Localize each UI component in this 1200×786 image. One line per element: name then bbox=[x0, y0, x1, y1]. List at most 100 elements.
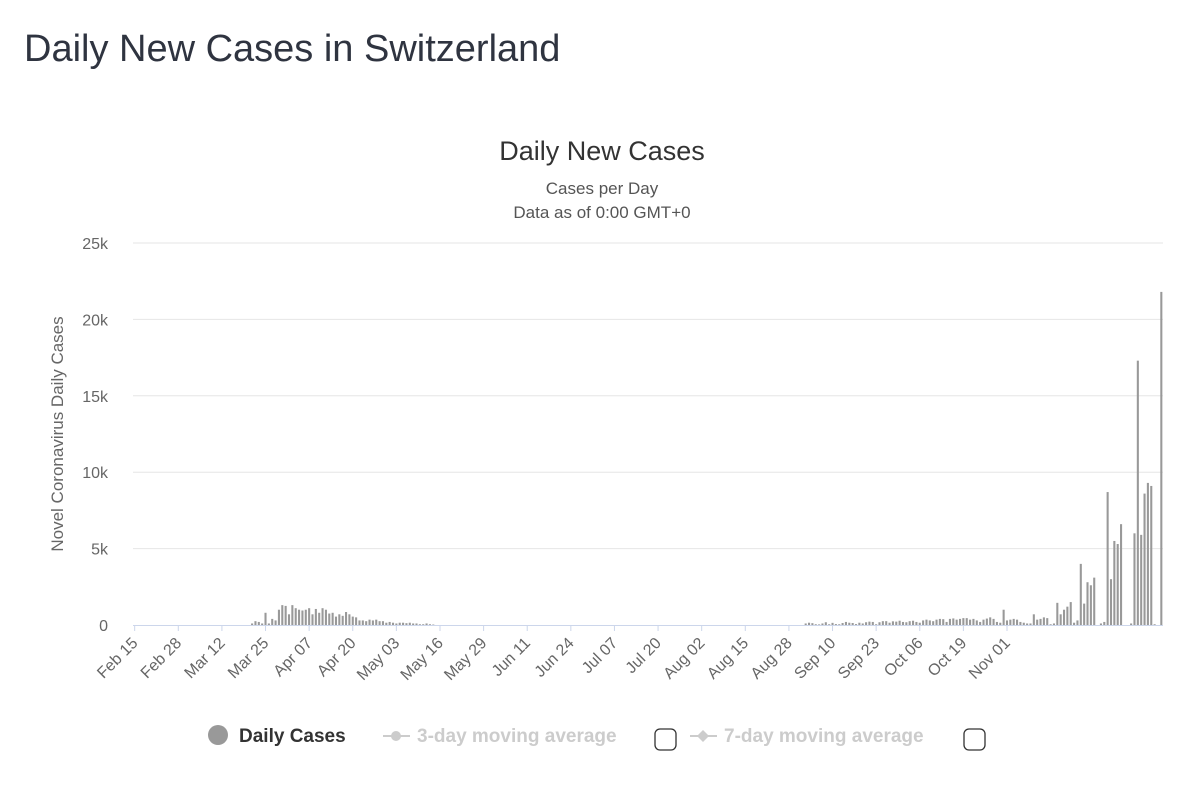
daily-cases-bar[interactable] bbox=[328, 614, 330, 625]
daily-cases-bar[interactable] bbox=[392, 623, 394, 625]
daily-cases-bar[interactable] bbox=[1009, 620, 1011, 625]
daily-cases-bar[interactable] bbox=[281, 605, 283, 625]
daily-cases-bar[interactable] bbox=[932, 621, 934, 625]
daily-cases-bar[interactable] bbox=[399, 623, 401, 625]
daily-cases-bar[interactable] bbox=[999, 623, 1001, 625]
daily-cases-bar[interactable] bbox=[1066, 607, 1068, 625]
daily-cases-bar[interactable] bbox=[969, 620, 971, 625]
daily-cases-bar[interactable] bbox=[1150, 486, 1152, 625]
daily-cases-bar[interactable] bbox=[956, 620, 958, 625]
daily-cases-bar[interactable] bbox=[1060, 614, 1062, 625]
daily-cases-bar[interactable] bbox=[915, 622, 917, 625]
daily-cases-bar[interactable] bbox=[872, 622, 874, 625]
daily-cases-bar[interactable] bbox=[808, 623, 810, 625]
daily-cases-bar[interactable] bbox=[1036, 620, 1038, 625]
daily-cases-bar[interactable] bbox=[828, 624, 830, 625]
daily-cases-bar[interactable] bbox=[925, 620, 927, 625]
daily-cases-bar[interactable] bbox=[422, 624, 424, 625]
daily-cases-bar[interactable] bbox=[892, 621, 894, 625]
daily-cases-bar[interactable] bbox=[815, 624, 817, 625]
daily-cases-bar[interactable] bbox=[835, 624, 837, 625]
daily-cases-bar[interactable] bbox=[382, 621, 384, 625]
daily-cases-bar[interactable] bbox=[1006, 620, 1008, 625]
daily-cases-bar[interactable] bbox=[885, 621, 887, 625]
daily-cases-bar[interactable] bbox=[929, 620, 931, 625]
daily-cases-bar[interactable] bbox=[295, 608, 297, 625]
daily-cases-bar[interactable] bbox=[338, 614, 340, 625]
daily-cases-bar[interactable] bbox=[825, 622, 827, 625]
daily-cases-bar[interactable] bbox=[1053, 623, 1055, 625]
daily-cases-bar[interactable] bbox=[1073, 623, 1075, 625]
daily-cases-bar[interactable] bbox=[268, 623, 270, 625]
daily-cases-bar[interactable] bbox=[426, 623, 428, 625]
daily-cases-bar[interactable] bbox=[285, 606, 287, 625]
daily-cases-bar[interactable] bbox=[1154, 624, 1156, 625]
daily-cases-bar[interactable] bbox=[405, 623, 407, 625]
daily-cases-bar[interactable] bbox=[415, 623, 417, 625]
daily-cases-bar[interactable] bbox=[335, 617, 337, 625]
daily-cases-bar[interactable] bbox=[385, 623, 387, 625]
daily-cases-bar[interactable] bbox=[395, 623, 397, 625]
daily-cases-bar[interactable] bbox=[301, 610, 303, 625]
daily-cases-bar[interactable] bbox=[1133, 533, 1135, 625]
daily-cases-bar[interactable] bbox=[962, 618, 964, 625]
legend-item-7-day-average[interactable]: 7-day moving average bbox=[690, 726, 924, 747]
daily-cases-bar[interactable] bbox=[1003, 610, 1005, 625]
daily-cases-bar[interactable] bbox=[1090, 585, 1092, 625]
daily-cases-bar[interactable] bbox=[362, 620, 364, 625]
daily-cases-bar[interactable] bbox=[996, 622, 998, 625]
daily-cases-bar[interactable] bbox=[1130, 623, 1132, 625]
daily-cases-bar[interactable] bbox=[805, 623, 807, 625]
daily-cases-bar[interactable] bbox=[1046, 618, 1048, 625]
daily-cases-bar[interactable] bbox=[264, 613, 266, 625]
daily-cases-bar[interactable] bbox=[935, 620, 937, 625]
daily-cases-bar[interactable] bbox=[311, 614, 313, 625]
daily-cases-bar[interactable] bbox=[842, 623, 844, 625]
daily-cases-bar[interactable] bbox=[976, 620, 978, 625]
daily-cases-bar[interactable] bbox=[308, 608, 310, 625]
daily-cases-bar[interactable] bbox=[838, 624, 840, 625]
daily-cases-bar[interactable] bbox=[909, 621, 911, 625]
daily-cases-bar[interactable] bbox=[862, 623, 864, 625]
daily-cases-bar[interactable] bbox=[345, 612, 347, 625]
daily-cases-bar[interactable] bbox=[946, 622, 948, 625]
daily-cases-bar[interactable] bbox=[1063, 610, 1065, 625]
daily-cases-bar[interactable] bbox=[358, 620, 360, 625]
daily-cases-bar[interactable] bbox=[1100, 623, 1102, 625]
daily-cases-bar[interactable] bbox=[1160, 292, 1162, 625]
daily-cases-bar[interactable] bbox=[868, 622, 870, 625]
daily-cases-bar[interactable] bbox=[811, 623, 813, 625]
daily-cases-bar[interactable] bbox=[389, 622, 391, 625]
daily-cases-bar[interactable] bbox=[315, 609, 317, 625]
daily-cases-bar[interactable] bbox=[821, 623, 823, 625]
daily-cases-bar[interactable] bbox=[1040, 619, 1042, 625]
daily-cases-bar[interactable] bbox=[288, 614, 290, 625]
daily-cases-bar[interactable] bbox=[919, 623, 921, 625]
daily-cases-bar[interactable] bbox=[939, 619, 941, 625]
daily-cases-bar[interactable] bbox=[942, 619, 944, 625]
daily-cases-bar[interactable] bbox=[375, 620, 377, 625]
daily-cases-bar[interactable] bbox=[1056, 603, 1058, 625]
daily-cases-bar[interactable] bbox=[1144, 494, 1146, 625]
daily-cases-bar[interactable] bbox=[278, 610, 280, 625]
daily-cases-bar[interactable] bbox=[902, 622, 904, 625]
daily-cases-bar[interactable] bbox=[379, 621, 381, 625]
daily-cases-bar[interactable] bbox=[412, 623, 414, 625]
daily-cases-bar[interactable] bbox=[882, 621, 884, 625]
daily-cases-bar[interactable] bbox=[325, 610, 327, 625]
daily-cases-bar[interactable] bbox=[986, 619, 988, 625]
daily-cases-bar[interactable] bbox=[1117, 544, 1119, 625]
toggle-3-day-checkbox[interactable] bbox=[655, 729, 676, 750]
daily-cases-bar[interactable] bbox=[251, 623, 253, 625]
daily-cases-bar[interactable] bbox=[305, 610, 307, 625]
daily-cases-bar[interactable] bbox=[889, 623, 891, 625]
daily-cases-bar[interactable] bbox=[1140, 535, 1142, 625]
daily-cases-bar[interactable] bbox=[912, 621, 914, 625]
daily-cases-bar[interactable] bbox=[1019, 622, 1021, 625]
daily-cases-bar[interactable] bbox=[322, 608, 324, 625]
daily-cases-bar[interactable] bbox=[1147, 483, 1149, 625]
legend-item-3-day-average[interactable]: 3-day moving average bbox=[383, 726, 617, 747]
daily-cases-bar[interactable] bbox=[368, 620, 370, 625]
daily-cases-bar[interactable] bbox=[895, 622, 897, 625]
daily-cases-bar[interactable] bbox=[959, 619, 961, 625]
